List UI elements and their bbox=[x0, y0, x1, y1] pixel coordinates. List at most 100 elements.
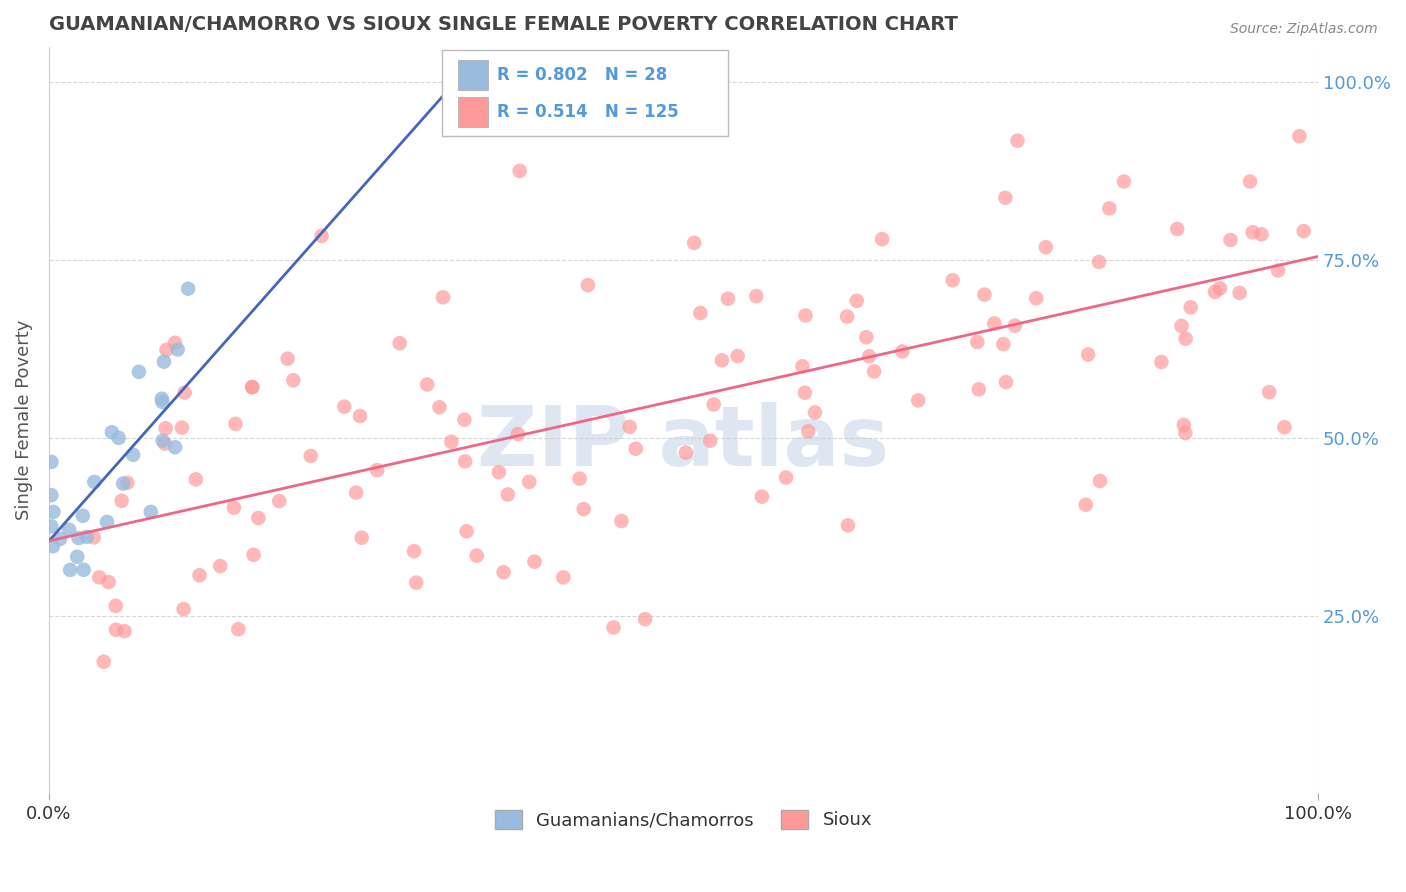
Point bbox=[775, 470, 797, 484]
Legend: Guamanians/Chamorros, Sioux: Guamanians/Chamorros, Sioux bbox=[488, 803, 879, 837]
Point bbox=[405, 575, 427, 590]
Point bbox=[299, 449, 322, 463]
Point bbox=[402, 544, 425, 558]
Point bbox=[89, 570, 111, 584]
Point bbox=[858, 349, 880, 363]
Point bbox=[1174, 332, 1197, 346]
Point bbox=[277, 351, 299, 366]
Point bbox=[222, 500, 245, 515]
Point bbox=[165, 335, 187, 350]
Point bbox=[224, 417, 246, 431]
Point bbox=[745, 289, 768, 303]
Point bbox=[624, 442, 647, 456]
Point bbox=[1173, 417, 1195, 432]
Point bbox=[793, 385, 815, 400]
Point bbox=[517, 475, 540, 489]
Point bbox=[349, 409, 371, 423]
Point bbox=[72, 563, 94, 577]
Point bbox=[994, 191, 1017, 205]
Point bbox=[366, 463, 388, 477]
Point bbox=[432, 290, 454, 304]
Point bbox=[83, 475, 105, 489]
Point bbox=[240, 380, 263, 394]
Point bbox=[1229, 285, 1251, 300]
Point bbox=[39, 519, 62, 533]
Point bbox=[1170, 318, 1192, 333]
Point bbox=[572, 502, 595, 516]
Point bbox=[283, 373, 305, 387]
Point bbox=[1219, 233, 1241, 247]
Point bbox=[454, 454, 477, 468]
Point bbox=[240, 380, 263, 394]
Point bbox=[465, 549, 488, 563]
Point bbox=[166, 343, 188, 357]
Point bbox=[104, 599, 127, 613]
Point bbox=[1274, 420, 1296, 434]
Point bbox=[41, 455, 63, 469]
Point bbox=[891, 344, 914, 359]
Point bbox=[1180, 300, 1202, 314]
Point bbox=[155, 421, 177, 435]
Point bbox=[155, 343, 177, 357]
Point bbox=[456, 524, 478, 539]
Point bbox=[610, 514, 633, 528]
Point bbox=[576, 278, 599, 293]
Point bbox=[1241, 225, 1264, 239]
Point bbox=[1004, 318, 1026, 333]
Point bbox=[1250, 227, 1272, 242]
Point bbox=[388, 336, 411, 351]
Point bbox=[173, 385, 195, 400]
Text: GUAMANIAN/CHAMORRO VS SIOUX SINGLE FEMALE POVERTY CORRELATION CHART: GUAMANIAN/CHAMORRO VS SIOUX SINGLE FEMAL… bbox=[49, 15, 957, 34]
Point bbox=[1074, 498, 1097, 512]
Point bbox=[1088, 474, 1111, 488]
Point bbox=[41, 488, 63, 502]
Point bbox=[153, 436, 176, 450]
Point bbox=[837, 518, 859, 533]
Point bbox=[152, 434, 174, 448]
Point bbox=[727, 349, 749, 363]
Point bbox=[42, 505, 65, 519]
Point bbox=[112, 476, 135, 491]
Point bbox=[170, 420, 193, 434]
Point bbox=[1007, 134, 1029, 148]
Point bbox=[153, 354, 176, 368]
Point bbox=[150, 392, 173, 406]
Text: Source: ZipAtlas.com: Source: ZipAtlas.com bbox=[1230, 22, 1378, 37]
Point bbox=[835, 310, 858, 324]
Point bbox=[797, 424, 820, 438]
Point bbox=[1088, 255, 1111, 269]
Point bbox=[1288, 129, 1310, 144]
Point bbox=[72, 508, 94, 523]
Point bbox=[717, 292, 740, 306]
Point bbox=[1174, 425, 1197, 440]
Point bbox=[42, 539, 65, 553]
Point bbox=[59, 563, 82, 577]
Point bbox=[139, 505, 162, 519]
Point bbox=[350, 531, 373, 545]
Point bbox=[1292, 224, 1315, 238]
Point bbox=[699, 434, 721, 448]
Point bbox=[553, 570, 575, 584]
Point bbox=[1258, 385, 1281, 400]
Point bbox=[907, 393, 929, 408]
Point bbox=[993, 337, 1015, 351]
Point bbox=[1025, 291, 1047, 305]
Point bbox=[107, 431, 129, 445]
Y-axis label: Single Female Poverty: Single Female Poverty bbox=[15, 320, 32, 520]
Point bbox=[794, 309, 817, 323]
FancyBboxPatch shape bbox=[443, 51, 728, 136]
Point bbox=[994, 375, 1017, 389]
Point bbox=[792, 359, 814, 374]
Point bbox=[523, 555, 546, 569]
Point bbox=[870, 232, 893, 246]
Point bbox=[333, 400, 356, 414]
Point bbox=[634, 612, 657, 626]
Point bbox=[67, 531, 90, 545]
Point bbox=[49, 532, 72, 546]
Point bbox=[1267, 263, 1289, 277]
Point bbox=[703, 397, 725, 411]
Text: R = 0.514   N = 125: R = 0.514 N = 125 bbox=[496, 103, 679, 121]
Point bbox=[111, 493, 134, 508]
Point bbox=[97, 575, 120, 590]
Point bbox=[311, 228, 333, 243]
